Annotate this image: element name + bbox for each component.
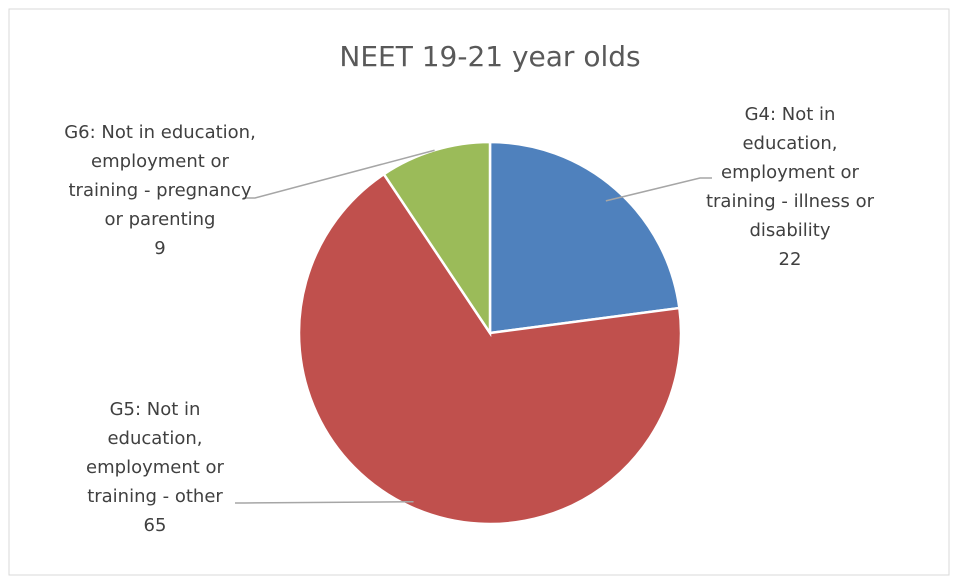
pie-slice bbox=[297, 172, 683, 526]
label-value: 9 bbox=[154, 238, 166, 259]
data-label: G5: Not in education, employment or trai… bbox=[60, 395, 250, 540]
label-value: 22 bbox=[778, 249, 802, 270]
pie-slice bbox=[488, 140, 681, 335]
leader-line bbox=[243, 149, 435, 199]
data-label: G4: Not in education, employment or trai… bbox=[700, 100, 880, 274]
leader-line bbox=[605, 177, 712, 202]
chart-title: NEET 19-21 year olds bbox=[339, 40, 640, 73]
label-value: 65 bbox=[143, 515, 167, 536]
leader-line bbox=[235, 501, 414, 504]
label-name: G6: Not in education, employment or trai… bbox=[64, 122, 256, 230]
label-name: G4: Not in education, employment or trai… bbox=[705, 104, 875, 241]
data-label: G6: Not in education, employment or trai… bbox=[60, 118, 260, 263]
label-name: G5: Not in education, employment or trai… bbox=[86, 399, 224, 507]
pie-slice bbox=[382, 140, 492, 338]
